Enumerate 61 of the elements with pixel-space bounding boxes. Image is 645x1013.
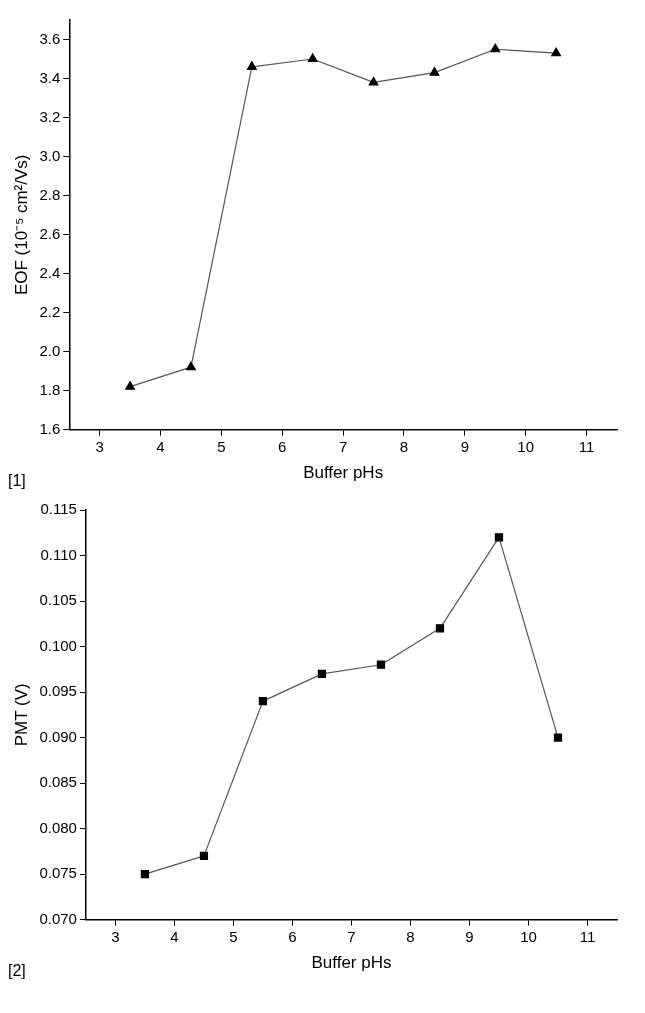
point xyxy=(199,851,209,861)
x-tick-label: 6 xyxy=(278,437,287,455)
y-tick-label: 0.110 xyxy=(40,545,77,563)
point xyxy=(368,76,379,86)
point xyxy=(246,61,257,70)
y-tick-label: 0.095 xyxy=(39,682,77,700)
y-tick-label: 0.075 xyxy=(39,864,77,882)
point xyxy=(490,43,501,53)
x-tick-label: 6 xyxy=(288,927,297,945)
x-axis-title: Buffer pHs xyxy=(311,953,392,973)
x-tick-label: 4 xyxy=(156,437,165,455)
x-tick-label: 8 xyxy=(399,437,409,455)
x-tick-label: 3 xyxy=(111,927,120,945)
y-axis-title: EOF (10⁻⁵ cm²/Vs) xyxy=(11,154,31,296)
point xyxy=(429,67,440,76)
x-tick-label: 10 xyxy=(517,437,535,455)
text: [2] xyxy=(8,962,26,980)
y-tick-label: 1.6 xyxy=(39,419,61,437)
y-tick-label: 0.100 xyxy=(39,636,77,654)
x-tick-label: 3 xyxy=(95,437,104,455)
point xyxy=(140,869,150,879)
point xyxy=(317,669,327,678)
x-tick-label: 10 xyxy=(520,927,537,945)
y-tick-label: 2.2 xyxy=(39,302,61,320)
x-tick-label: 8 xyxy=(406,927,415,945)
x-tick-label: 4 xyxy=(170,927,179,945)
y-tick-label: 2.8 xyxy=(39,185,61,203)
y-tick-label: 2.4 xyxy=(39,263,61,281)
y-tick-label: 2.0 xyxy=(39,341,61,359)
point xyxy=(435,624,445,633)
point xyxy=(551,47,562,57)
point xyxy=(553,733,563,742)
x-tick-label: 11 xyxy=(578,437,595,455)
point xyxy=(258,697,268,706)
y-tick-label: 0.090 xyxy=(39,727,77,745)
y-tick-label: 1.8 xyxy=(39,380,61,398)
y-tick-label: 0.080 xyxy=(39,818,77,836)
y-tick-label: 2.6 xyxy=(39,224,61,242)
y-axis-title: PMT (V) xyxy=(11,683,31,747)
point xyxy=(125,381,136,390)
x-tick-label: 9 xyxy=(460,437,470,455)
x-tick-label: 7 xyxy=(347,927,356,945)
x-tick-label: 5 xyxy=(229,927,238,945)
x-tick-label: 9 xyxy=(465,927,474,945)
point xyxy=(494,533,504,542)
x-tick-label: 7 xyxy=(338,437,348,455)
y-tick-label: 3.6 xyxy=(39,29,61,47)
text: [1] xyxy=(8,472,26,490)
y-tick-label: 0.070 xyxy=(39,909,77,927)
x-tick-label: 11 xyxy=(579,927,596,945)
x-tick-label: 5 xyxy=(217,437,226,455)
y-tick-label: 3.4 xyxy=(39,68,61,86)
point xyxy=(186,361,196,371)
y-tick-label: 3.0 xyxy=(39,146,61,164)
y-tick-label: 0.115 xyxy=(40,500,77,518)
x-axis-title: Buffer pHs xyxy=(303,463,384,483)
point xyxy=(376,660,386,669)
point xyxy=(307,53,318,63)
y-tick-label: 0.105 xyxy=(39,591,77,609)
y-tick-label: 3.2 xyxy=(39,107,61,125)
y-tick-label: 0.085 xyxy=(39,773,77,791)
